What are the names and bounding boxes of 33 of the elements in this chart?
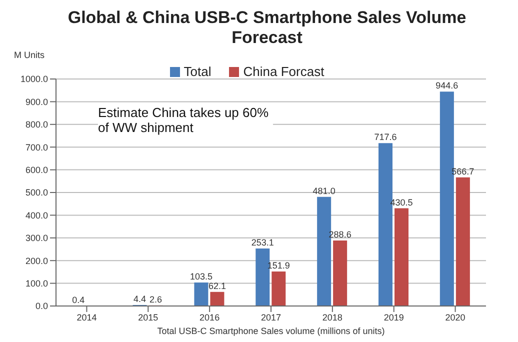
y-tick-label: 100.0 — [25, 278, 48, 288]
x-tick-label: 2015 — [138, 312, 158, 322]
y-tick-label: 600.0 — [25, 164, 48, 175]
chart-title: Global & China USB-C Smartphone Sales Volume Forecast — [66, 8, 468, 49]
y-tick-label: 900.0 — [25, 96, 48, 107]
data-label: 2.6 — [150, 294, 162, 304]
x-tick-label: 2018 — [322, 312, 342, 322]
data-label: 253.1 — [251, 238, 274, 248]
y-tick-label: 1000.0 — [20, 74, 48, 84]
y-tick-label: 700.0 — [25, 142, 48, 152]
data-label: 103.5 — [190, 272, 212, 282]
x-axis-title: Total USB-C Smartphone Sales volume (millions of units) — [157, 326, 385, 336]
y-tick-label: 800.0 — [25, 120, 48, 130]
x-tick-label: 2019 — [384, 312, 404, 322]
y-tick-label: 300.0 — [25, 233, 48, 244]
x-tick-label: 2017 — [260, 312, 282, 322]
data-label: 4.4 — [134, 294, 146, 304]
data-label: 717.6 — [374, 132, 397, 142]
y-tick-label: 400.0 — [25, 210, 48, 220]
x-tick-label: 2016 — [200, 312, 220, 322]
data-label: 0.4 — [72, 294, 85, 305]
legend-label: China Forcast — [242, 64, 324, 79]
data-label: 944.6 — [436, 80, 458, 91]
x-tick-label: 2020 — [445, 312, 466, 322]
annotation: Estimate China takes up 60% of WW shipment — [98, 105, 273, 135]
y-tick-label: 500.0 — [25, 188, 48, 198]
y-tick-label: 200.0 — [25, 256, 48, 266]
data-label: 62.1 — [208, 280, 226, 291]
x-tick-label: 2014 — [76, 312, 97, 322]
legend-label: Total — [182, 64, 212, 79]
y-tick-label: 0.0 — [35, 301, 48, 312]
y-axis-title: M Units — [14, 50, 45, 60]
data-label: 481.0 — [312, 186, 336, 196]
